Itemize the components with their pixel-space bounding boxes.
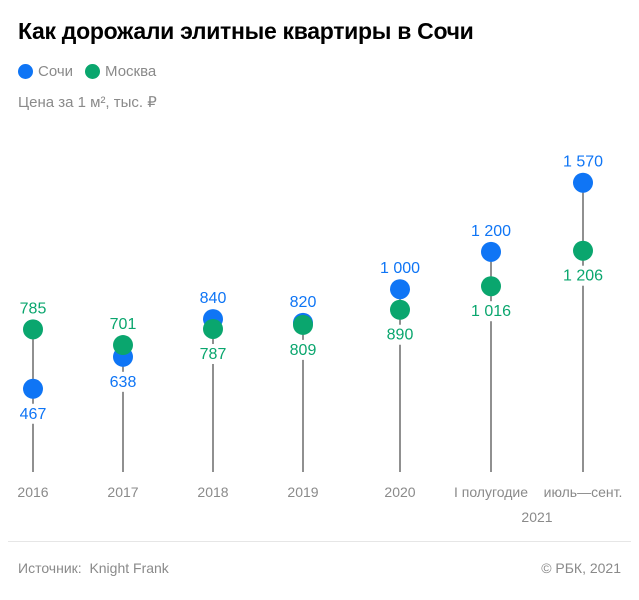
data-label: 809 <box>290 342 317 359</box>
chart-title: Как дорожали элитные квартиры в Сочи <box>18 18 474 44</box>
x-tick-label: 2016 <box>17 484 48 500</box>
legend-swatch-sochi <box>18 64 33 79</box>
x-tick-label: 2018 <box>197 484 228 500</box>
data-point-moscow <box>293 314 313 335</box>
data-label: 638 <box>110 374 137 391</box>
data-point-moscow <box>390 299 410 320</box>
legend-label: Москва <box>105 63 157 80</box>
data-label-bg <box>189 288 237 309</box>
chart-plot: 2016 2017 2018 2019 2020 I полугодие июль—сент… <box>9 151 623 525</box>
data-label-bg <box>99 371 147 392</box>
data-label-bg <box>9 298 57 319</box>
copyright: © РБК, 2021 <box>541 560 621 576</box>
x-tick-label: июль—сент. <box>544 484 623 500</box>
data-label-bg <box>99 314 147 335</box>
data-label-bg <box>467 301 515 322</box>
data-label-bg <box>467 220 515 241</box>
source-label: Источник: <box>18 560 82 576</box>
data-point-moscow <box>573 240 593 261</box>
data-label: 820 <box>290 294 317 311</box>
data-point-moscow <box>203 318 223 339</box>
data-label: 1 000 <box>380 260 420 277</box>
data-label-bg <box>376 324 424 345</box>
source-name: Knight Frank <box>89 560 169 576</box>
data-label: 785 <box>20 300 47 317</box>
data-label: 1 016 <box>471 303 511 320</box>
legend-item-moscow: Москва <box>85 63 156 80</box>
data-label: 1 200 <box>471 223 511 240</box>
data-label: 701 <box>110 316 137 333</box>
data-point-moscow <box>23 319 43 340</box>
data-point-sochi <box>481 241 501 262</box>
x-tick-label: 2020 <box>384 484 415 500</box>
data-label: 1 570 <box>563 154 603 171</box>
data-point-sochi <box>390 279 410 300</box>
data-label: 1 206 <box>563 268 603 285</box>
x-tick-label: 2017 <box>107 484 138 500</box>
data-label: 890 <box>387 327 414 344</box>
x-group-label: 2021 <box>521 509 552 525</box>
data-label-bg <box>279 339 327 360</box>
divider <box>8 541 631 542</box>
data-label-bg <box>9 403 57 424</box>
source: Источник: Knight Frank <box>18 560 169 576</box>
data-point-sochi <box>23 378 43 399</box>
data-label-bg <box>189 343 237 364</box>
x-tick-label: I полугодие <box>454 484 528 500</box>
data-point-sochi <box>573 172 593 193</box>
unit-label: Цена за 1 м², тыс. ₽ <box>18 94 157 111</box>
legend-label: Сочи <box>38 63 74 80</box>
legend-item-sochi: Сочи <box>18 63 73 80</box>
data-label-bg <box>376 258 424 279</box>
data-point-moscow <box>113 335 133 356</box>
data-label: 840 <box>200 290 227 307</box>
data-label-bg <box>559 265 607 286</box>
data-label: 787 <box>200 346 227 363</box>
data-point-moscow <box>481 276 501 297</box>
data-label: 467 <box>20 406 47 423</box>
legend: Сочи Москва <box>18 63 156 80</box>
legend-swatch-moscow <box>85 64 101 79</box>
x-tick-label: 2019 <box>287 484 318 500</box>
data-label-bg <box>279 291 327 312</box>
data-label-bg <box>559 151 607 172</box>
